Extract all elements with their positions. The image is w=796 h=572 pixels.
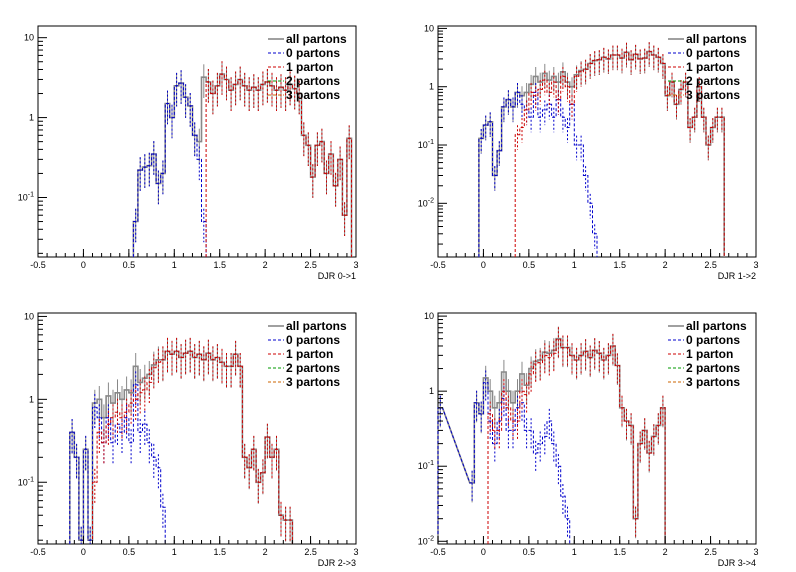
x-tick-label: 2.5 bbox=[704, 547, 717, 557]
plot-frame bbox=[37, 312, 357, 545]
x-tick-label: 3 bbox=[753, 260, 758, 270]
x-tick-label: 0 bbox=[481, 547, 486, 557]
y-tick-label: 1 bbox=[429, 386, 434, 396]
y-tick-label: 10-1 bbox=[418, 139, 434, 150]
legend-label: 1 parton bbox=[286, 60, 333, 74]
histogram-line bbox=[487, 338, 666, 544]
legend-label: all partons bbox=[286, 319, 347, 333]
legend-label: 2 partons bbox=[686, 74, 740, 88]
x-tick-label: -0.5 bbox=[30, 260, 46, 270]
legend-label: all partons bbox=[686, 319, 747, 333]
x-tick-label: 0.5 bbox=[123, 547, 136, 557]
x-tick-label: -0.5 bbox=[30, 547, 46, 557]
histogram-line bbox=[69, 350, 294, 544]
x-tick-label: 0 bbox=[481, 260, 486, 270]
series-1-parton bbox=[205, 61, 352, 257]
legend-label: all partons bbox=[686, 32, 747, 46]
y-tick-label: 10-2 bbox=[418, 535, 434, 546]
y-tick-label: 10-1 bbox=[18, 476, 34, 487]
series-0-partons bbox=[478, 83, 598, 257]
legend-label: 2 partons bbox=[286, 361, 340, 375]
x-tick-label: 1.5 bbox=[213, 260, 226, 270]
chart-panel-djr-1-2: -0.5 0 0.5 1 1.5 2 2.5 3 10-2 10-1 1 10 DJR 1->2 all … bbox=[418, 23, 759, 281]
legend-label: 3 partons bbox=[686, 375, 740, 389]
y-tick-label: 1 bbox=[29, 113, 34, 123]
chart-panel-djr-3-4: -0.5 0 0.5 1 1.5 2 2.5 3 10-2 10-1 1 10 DJR 3->4 all … bbox=[418, 311, 759, 568]
x-tick-label: 0.5 bbox=[123, 260, 136, 270]
series-1-parton bbox=[514, 42, 725, 257]
x-tick-label: 1.5 bbox=[613, 547, 626, 557]
x-tick-label: 0.5 bbox=[523, 260, 536, 270]
chart-panel-djr-2-3: -0.5 0 0.5 1 1.5 2 2.5 3 10-1 1 10 DJR 2->3 all part… bbox=[18, 311, 359, 568]
x-tick-label: 2.5 bbox=[304, 547, 317, 557]
legend-label: 0 partons bbox=[286, 333, 340, 347]
legend-label: 0 partons bbox=[286, 46, 340, 60]
x-tick-label: 0 bbox=[81, 547, 86, 557]
x-tick-label: 0.5 bbox=[523, 547, 536, 557]
x-tick-label: 0 bbox=[81, 260, 86, 270]
x-tick-label: 2 bbox=[263, 260, 268, 270]
x-tick-label: 1 bbox=[572, 547, 577, 557]
x-tick-label: 3 bbox=[353, 547, 358, 557]
series-0-partons bbox=[132, 70, 207, 257]
histogram-line bbox=[478, 91, 598, 257]
y-tick-label: 10-1 bbox=[18, 191, 34, 202]
legend-label: 1 parton bbox=[286, 347, 333, 361]
legend-label: all partons bbox=[286, 32, 347, 46]
legend-label: 3 partons bbox=[686, 88, 740, 102]
legend-label: 2 partons bbox=[286, 74, 340, 88]
x-tick-label: 1 bbox=[172, 260, 177, 270]
y-tick-label: 10 bbox=[24, 33, 34, 43]
x-axis-title: DJR 0->1 bbox=[318, 271, 356, 281]
legend-label: 1 parton bbox=[686, 60, 733, 74]
x-tick-label: 1 bbox=[572, 260, 577, 270]
y-tick-label: 10-2 bbox=[418, 197, 434, 208]
y-tick-label: 1 bbox=[429, 82, 434, 92]
x-tick-label: -0.5 bbox=[430, 547, 446, 557]
x-tick-label: 1.5 bbox=[213, 547, 226, 557]
x-tick-label: 1 bbox=[172, 547, 177, 557]
x-tick-label: 3 bbox=[753, 547, 758, 557]
y-tick-label: 10 bbox=[24, 311, 34, 321]
legend-label: 0 partons bbox=[686, 46, 740, 60]
x-axis-title: DJR 2->3 bbox=[318, 558, 356, 568]
x-tick-label: 2 bbox=[663, 547, 668, 557]
x-tick-label: 2 bbox=[263, 547, 268, 557]
series-1-parton bbox=[487, 327, 666, 544]
y-tick-label: 10-1 bbox=[418, 460, 434, 471]
x-axis-title: DJR 3->4 bbox=[718, 558, 756, 568]
y-tick-label: 1 bbox=[29, 394, 34, 404]
y-tick-label: 10 bbox=[424, 23, 434, 33]
histogram-line bbox=[205, 73, 352, 257]
legend-label: 0 partons bbox=[686, 333, 740, 347]
legend-label: 2 partons bbox=[686, 361, 740, 375]
legend-label: 3 partons bbox=[286, 375, 340, 389]
x-axis-title: DJR 1->2 bbox=[718, 271, 756, 281]
x-tick-label: 2.5 bbox=[704, 260, 717, 270]
legend-label: 3 partons bbox=[286, 88, 340, 102]
chart-panel-djr-0-1: -0.5 0 0.5 1 1.5 2 2.5 3 10-1 1 10 DJR 0->1 all part… bbox=[18, 25, 359, 281]
y-tick-label: 10 bbox=[424, 311, 434, 321]
series-1-parton bbox=[92, 337, 293, 544]
x-tick-label: -0.5 bbox=[430, 260, 446, 270]
x-tick-label: 2.5 bbox=[304, 260, 317, 270]
legend-label: 1 parton bbox=[686, 347, 733, 361]
x-tick-label: 2 bbox=[663, 260, 668, 270]
x-tick-label: 1.5 bbox=[613, 260, 626, 270]
x-tick-label: 3 bbox=[353, 260, 358, 270]
